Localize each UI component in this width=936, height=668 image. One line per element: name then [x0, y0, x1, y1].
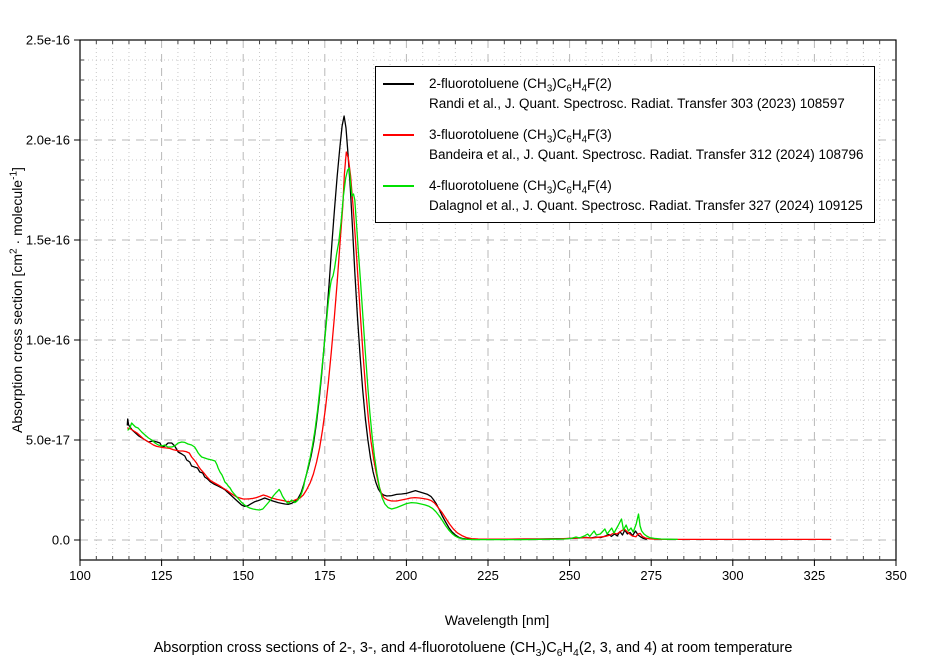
x-tick-label: 100: [69, 568, 91, 583]
x-tick-label: 125: [151, 568, 173, 583]
y-tick-label: 2.0e-16: [26, 133, 70, 148]
legend-reference: Bandeira et al., J. Quant. Spectrosc. Ra…: [429, 146, 864, 162]
y-tick-label: 1.5e-16: [26, 233, 70, 248]
legend-line-sample: [383, 83, 414, 85]
x-tick-label: 300: [722, 568, 744, 583]
x-tick-label: 225: [477, 568, 499, 583]
x-tick-label: 250: [559, 568, 581, 583]
x-tick-label: 275: [640, 568, 662, 583]
x-axis-title: Wavelength [nm]: [444, 612, 550, 628]
legend-entry: 4-fluorotoluene (CH3)C6H4F(4) Dalagnol et…: [376, 176, 874, 215]
legend-entry: 3-fluorotoluene (CH3)C6H4F(3) Bandeira et…: [376, 125, 874, 164]
y-tick-label: 2.5e-16: [26, 33, 70, 48]
x-tick-label: 150: [232, 568, 254, 583]
legend-line-sample: [383, 134, 414, 136]
y-tick-label: 1.0e-16: [26, 333, 70, 348]
figure-caption: Absorption cross sections of 2-, 3-, and…: [153, 640, 793, 659]
x-tick-label: 350: [885, 568, 907, 583]
y-tick-label: 5.0e-17: [26, 433, 70, 448]
minor-ticks: [80, 40, 896, 560]
x-tick-label: 325: [804, 568, 826, 583]
y-tick-label: 0.0: [52, 533, 70, 548]
x-tick-label: 175: [314, 568, 336, 583]
legend-line-sample: [383, 185, 414, 187]
legend-reference: Dalagnol et al., J. Quant. Spectrosc. Ra…: [429, 197, 863, 213]
x-axis-ticks: 100 125 150 175 200 225 250 275 300 325 350: [69, 560, 907, 583]
legend-box: 2-fluorotoluene (CH3)C6H4F(2) Randi et al…: [375, 66, 875, 223]
x-tick-label: 200: [396, 568, 418, 583]
y-axis-title: Absorption cross section [cm2 · molecule…: [8, 167, 25, 433]
legend-entry: 2-fluorotoluene (CH3)C6H4F(2) Randi et al…: [376, 74, 874, 113]
legend-label: 2-fluorotoluene (CH3)C6H4F(2): [429, 76, 612, 95]
series-line-4-fluorotoluene: [127, 167, 678, 541]
series-line-3-fluorotoluene: [127, 151, 832, 541]
legend-label: 4-fluorotoluene (CH3)C6H4F(4): [429, 178, 612, 197]
y-axis-ticks: 0.0 5.0e-17 1.0e-16 1.5e-16 2.0e-16 2.5e-16: [26, 33, 80, 548]
legend-label: 3-fluorotoluene (CH3)C6H4F(3): [429, 127, 612, 146]
legend-reference: Randi et al., J. Quant. Spectrosc. Radia…: [429, 95, 845, 111]
